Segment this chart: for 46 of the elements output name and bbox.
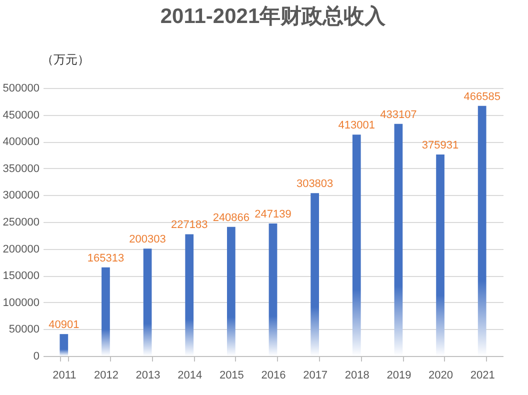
- y-tick-label: 300000: [2, 190, 40, 202]
- x-tick-label: 2017: [303, 370, 328, 382]
- y-tick-label: 150000: [2, 270, 40, 282]
- x-tick-label: 2013: [136, 370, 160, 382]
- data-label: 247139: [254, 208, 292, 221]
- y-tick-label: 200000: [2, 243, 40, 256]
- bar: [478, 106, 486, 356]
- data-label: 375931: [422, 140, 459, 152]
- x-tick-label: 2014: [178, 370, 202, 382]
- data-label: 40901: [48, 319, 80, 332]
- data-label: 466585: [464, 90, 500, 103]
- bar: [143, 248, 152, 356]
- data-label: 413001: [338, 120, 375, 132]
- bar: [227, 226, 236, 356]
- x-tick-label: 2012: [94, 370, 118, 382]
- bar: [310, 193, 319, 356]
- data-label: 227183: [171, 219, 208, 232]
- bar: [60, 334, 68, 356]
- x-tick-label: 2015: [219, 370, 244, 382]
- y-tick-label: 250000: [2, 216, 40, 228]
- data-label: 200303: [129, 234, 166, 246]
- y-tick-label: 0: [33, 350, 40, 362]
- y-tick-label: 400000: [2, 136, 40, 148]
- bar: [436, 154, 444, 356]
- bar: [102, 267, 110, 356]
- y-tick-label: 450000: [2, 109, 40, 122]
- bar: [352, 134, 361, 356]
- y-tick-label: 50000: [8, 324, 40, 336]
- y-axis-title: （万元）: [42, 52, 90, 66]
- y-tick-label: 500000: [2, 82, 40, 94]
- data-label: 165313: [87, 252, 124, 264]
- data-label: 240866: [212, 212, 250, 224]
- x-tick-label: 2019: [386, 370, 412, 382]
- x-tick-label: 2016: [261, 370, 286, 382]
- bar: [394, 124, 403, 356]
- x-tick-label: 2018: [344, 370, 370, 382]
- x-tick-label: 2011: [52, 370, 76, 382]
- data-label: 303803: [296, 178, 334, 190]
- chart-title: 2011-2021年财政总收入: [160, 5, 387, 28]
- x-tick-label: 2021: [470, 370, 495, 382]
- y-tick-label: 350000: [2, 162, 40, 175]
- x-tick-label: 2020: [428, 370, 454, 382]
- data-label: 433107: [380, 108, 417, 121]
- y-tick-label: 100000: [2, 296, 40, 309]
- bar: [268, 224, 278, 356]
- bar: [185, 234, 194, 356]
